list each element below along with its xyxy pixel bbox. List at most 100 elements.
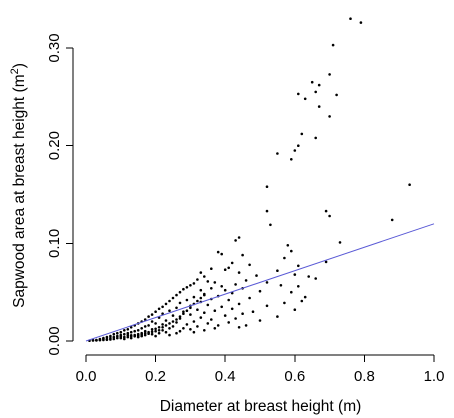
data-point [147, 324, 150, 327]
data-point [140, 327, 143, 330]
data-point [147, 332, 150, 336]
data-point [297, 285, 300, 288]
data-point [126, 335, 130, 339]
y-tick-label: 0.20 [46, 131, 63, 160]
data-point [328, 214, 331, 218]
y-tick-label: 0.00 [46, 326, 63, 355]
data-point [234, 239, 237, 242]
data-point [171, 325, 175, 328]
data-point [359, 21, 363, 24]
data-point [178, 317, 182, 320]
data-point [150, 330, 154, 334]
data-point [136, 329, 140, 332]
data-point [293, 149, 297, 152]
data-point [102, 338, 105, 342]
data-point [182, 312, 185, 316]
data-point [192, 282, 196, 285]
x-tick-label: 0.8 [354, 368, 375, 385]
data-point [213, 327, 217, 330]
data-point [227, 321, 230, 324]
data-point [171, 320, 175, 323]
data-point [91, 339, 95, 342]
data-point [182, 310, 185, 314]
data-point [154, 310, 157, 314]
data-point [283, 256, 286, 260]
data-point [206, 322, 210, 325]
data-point [269, 223, 272, 227]
data-point [300, 132, 304, 136]
y-axis-title-close: ) [11, 63, 28, 68]
scatter-points [88, 17, 411, 343]
data-point [314, 90, 318, 94]
data-point [175, 318, 178, 321]
data-point [230, 261, 234, 265]
data-point [112, 337, 116, 341]
data-point [98, 338, 102, 342]
data-point [237, 326, 241, 329]
data-point [161, 323, 164, 326]
data-point [133, 335, 136, 338]
data-point [123, 329, 126, 332]
data-point [175, 331, 178, 335]
y-tick-label: 0.10 [46, 229, 63, 258]
x-tick-label: 1.0 [424, 368, 445, 385]
data-point [105, 335, 109, 339]
data-point [143, 331, 147, 335]
data-point [171, 296, 175, 300]
data-point [279, 284, 283, 287]
data-point [175, 321, 178, 324]
data-point [116, 331, 119, 335]
data-point [112, 335, 116, 339]
data-point [161, 312, 164, 316]
data-point [210, 318, 213, 321]
data-point [265, 304, 269, 308]
data-point [129, 336, 133, 340]
data-point [185, 298, 189, 302]
data-point [178, 290, 182, 294]
data-point [154, 329, 157, 333]
data-point [157, 329, 161, 332]
data-point [126, 331, 130, 335]
data-point [203, 275, 206, 278]
data-point [258, 319, 262, 322]
data-point [276, 315, 279, 318]
data-point [237, 236, 241, 239]
data-point [300, 299, 304, 303]
data-point [123, 337, 126, 341]
data-point [227, 298, 230, 302]
data-point [276, 152, 279, 155]
data-point [258, 289, 262, 293]
axes: 0.0 0.2 0.4 0.6 0.8 1.0 0.00 0.10 0.20 0.30 [46, 33, 444, 385]
data-point [303, 295, 307, 299]
data-point [290, 158, 293, 161]
data-point [129, 330, 133, 334]
data-point [168, 309, 171, 313]
data-point [178, 329, 182, 333]
data-point [199, 296, 203, 300]
data-point [227, 266, 230, 270]
data-point [147, 315, 150, 318]
data-point [331, 43, 335, 47]
data-point [210, 267, 213, 271]
data-point [168, 327, 171, 330]
data-point [203, 329, 206, 332]
data-point [203, 311, 206, 315]
data-point [220, 252, 223, 256]
data-point [182, 327, 185, 330]
data-point [189, 313, 192, 316]
data-point [164, 330, 168, 334]
data-point [335, 93, 338, 97]
data-point [241, 312, 244, 316]
data-point [123, 335, 126, 339]
data-point [338, 241, 342, 244]
data-point [303, 97, 307, 101]
data-point [206, 303, 210, 307]
data-point [248, 296, 251, 300]
data-point [314, 277, 318, 280]
data-point [126, 333, 130, 337]
y-axis-title-superscript: 2 [9, 68, 21, 74]
data-point [328, 73, 331, 76]
data-point [168, 333, 171, 337]
data-point [265, 209, 269, 213]
